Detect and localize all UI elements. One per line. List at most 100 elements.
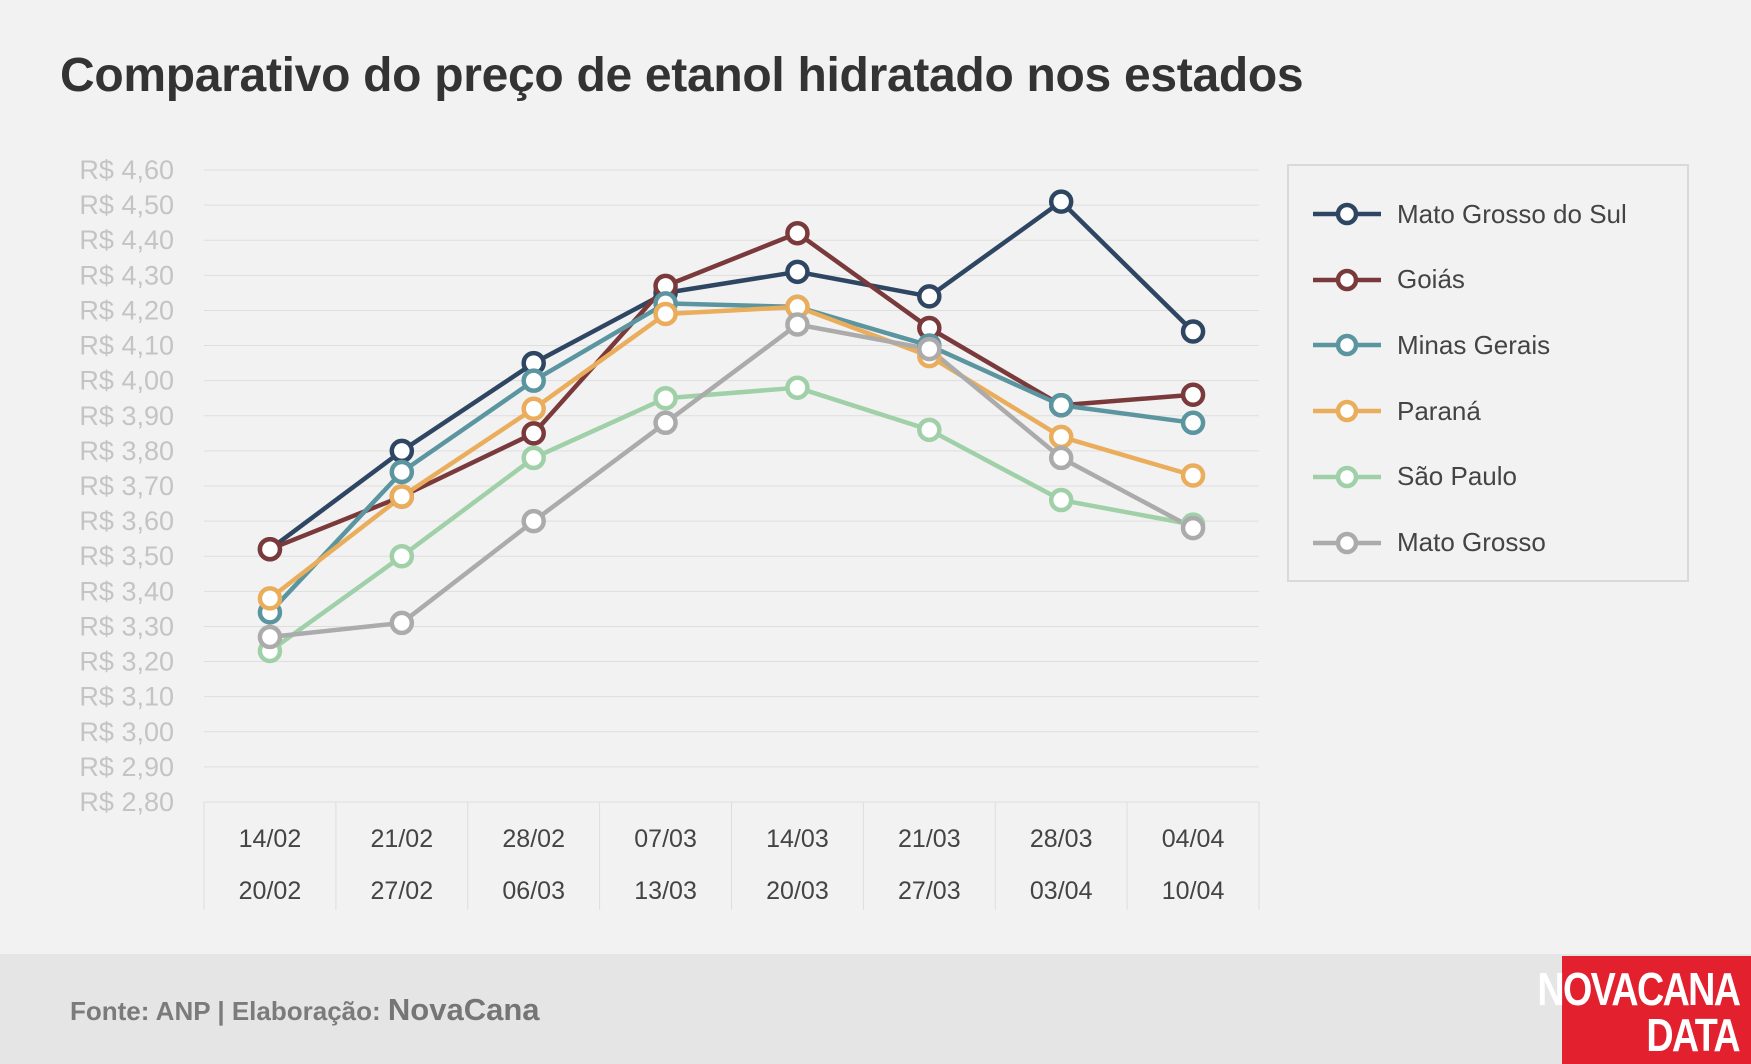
series-line-goias (269, 230, 1194, 552)
legend-swatch-marker (1335, 531, 1359, 554)
data-point-mato-grosso-do-sul (1180, 319, 1206, 344)
data-point-mato-grosso (1180, 515, 1206, 541)
legend-label: Minas Gerais (1397, 329, 1551, 360)
data-point-sao-paulo (653, 385, 678, 411)
legend-item: Goiás (1311, 260, 1465, 300)
data-point-minas-gerais (1180, 410, 1206, 436)
data-point-goias (257, 536, 283, 562)
data-point-parana (389, 484, 415, 509)
novacana-data-logo: NOVACANA DATA (1537, 956, 1751, 1064)
legend-label: Mato Grosso do Sul (1397, 198, 1627, 229)
legend-swatch-marker (1335, 202, 1359, 226)
y-tick-label: R$ 4,20 (79, 295, 174, 325)
legend-label: Mato Grosso (1397, 527, 1546, 557)
legend-swatch (1313, 399, 1381, 423)
legend-item: São Paulo (1311, 457, 1517, 497)
data-point-goias (1180, 382, 1206, 407)
data-point-goias (785, 220, 810, 246)
x-tick-label-end: 27/02 (371, 877, 434, 905)
data-point-mato-grosso (917, 336, 942, 362)
line-chart: R$ 4,60 R$ 4,50 R$ 4,40 R$ 4,30 R$ 4,20 R$ 4,… (79, 155, 1260, 910)
data-point-sao-paulo (785, 375, 810, 400)
legend-swatch-marker (1335, 399, 1359, 423)
legend-item: Mato Grosso (1311, 523, 1546, 563)
source-brand: NovaCana (387, 992, 540, 1027)
gridlines (204, 169, 1259, 803)
legend-item: Mato Grosso do Sul (1311, 194, 1627, 234)
x-tick-label-end: 27/03 (898, 877, 961, 905)
y-tick-label: R$ 3,40 (79, 576, 174, 606)
data-point-parana (257, 586, 283, 611)
x-tick-label-end: 03/04 (1030, 877, 1093, 905)
y-tick-label: R$ 3,30 (79, 611, 174, 641)
legend-item: Paraná (1311, 391, 1481, 431)
y-tick-label: R$ 4,50 (79, 190, 174, 220)
footer: Fonte: ANP | Elaboração: NovaCana (0, 954, 1751, 1064)
x-tick-label-start: 21/03 (898, 825, 961, 853)
data-point-minas-gerais (521, 368, 546, 393)
series-lines (257, 189, 1206, 664)
series-line-mato-grosso (269, 322, 1195, 640)
legend-swatch-marker (1335, 334, 1359, 357)
x-tick-label-end: 20/03 (766, 877, 829, 905)
x-tick-label-end: 10/04 (1162, 877, 1225, 905)
x-tick-label-end: 13/03 (634, 877, 697, 905)
data-point-parana (1180, 463, 1206, 488)
y-tick-label: R$ 4,00 (79, 366, 174, 396)
y-axis-ticks: R$ 4,60 R$ 4,50 R$ 4,40 R$ 4,30 R$ 4,20 R$ 4,… (79, 155, 174, 817)
data-point-mato-grosso (389, 610, 415, 636)
series-line-parana (268, 304, 1194, 601)
data-point-mato-grosso-do-sul (917, 284, 942, 309)
legend-label: Paraná (1397, 395, 1481, 426)
data-point-minas-gerais (389, 459, 415, 485)
data-point-mato-grosso-do-sul (785, 259, 810, 285)
data-point-sao-paulo (917, 417, 942, 443)
x-tick-label-end: 06/03 (502, 877, 565, 905)
legend-label: Goiás (1397, 264, 1465, 295)
x-tick-label-start: 04/04 (1162, 825, 1225, 853)
source-label: Fonte: ANP | Elaboração: (70, 996, 388, 1026)
data-point-mato-grosso-do-sul (389, 438, 415, 464)
legend-swatch (1313, 465, 1381, 489)
logo-line-1: NOVACANA (1536, 963, 1741, 1015)
y-tick-label: R$ 4,40 (79, 225, 174, 255)
data-point-mato-grosso (653, 410, 678, 436)
y-tick-label: R$ 3,60 (79, 506, 174, 536)
legend-swatch-marker (1335, 268, 1359, 291)
series-line-sao-paulo (268, 385, 1194, 653)
y-tick-label: R$ 4,60 (79, 155, 174, 185)
y-tick-label: R$ 3,80 (79, 436, 174, 466)
x-tick-label-end: 20/02 (239, 877, 302, 905)
data-point-mato-grosso (521, 508, 546, 534)
legend-swatch-marker (1335, 465, 1359, 489)
legend-swatch (1313, 268, 1381, 291)
data-point-goias (521, 421, 546, 446)
legend-swatch (1313, 334, 1381, 357)
y-tick-label: R$ 2,90 (79, 752, 174, 782)
data-point-sao-paulo (1048, 487, 1074, 513)
x-tick-label-start: 21/02 (371, 825, 434, 853)
x-tick-label-start: 14/03 (766, 825, 829, 853)
x-tick-label-start: 14/02 (239, 825, 302, 853)
x-axis: 14/02 20/02 21/02 27/02 28/02 06/03 07/03 13/03… (203, 802, 1260, 910)
data-point-parana (653, 301, 678, 327)
data-point-mato-grosso (785, 312, 810, 337)
y-tick-label: R$ 3,10 (79, 682, 174, 712)
y-tick-label: R$ 3,70 (79, 471, 174, 501)
logo-line-2: DATA (1646, 1009, 1740, 1061)
x-tick-label-start: 28/02 (502, 825, 565, 853)
data-point-parana (521, 396, 546, 422)
series-line-minas-gerais (268, 301, 1194, 614)
y-tick-label: R$ 2,80 (79, 787, 174, 817)
legend-label: São Paulo (1397, 461, 1517, 492)
data-point-parana (1048, 424, 1074, 450)
series-line-mato-grosso-do-sul (268, 199, 1195, 552)
y-tick-label: R$ 3,50 (79, 541, 174, 571)
source-note: Fonte: ANP | Elaboração: NovaCana (70, 992, 540, 1028)
y-tick-label: R$ 3,20 (79, 647, 174, 677)
data-point-mato-grosso (1048, 445, 1074, 471)
y-tick-label: R$ 4,10 (79, 331, 174, 361)
x-tick-label-start: 07/03 (634, 825, 697, 853)
y-tick-label: R$ 4,30 (79, 260, 174, 290)
y-tick-label: R$ 3,90 (79, 401, 174, 431)
